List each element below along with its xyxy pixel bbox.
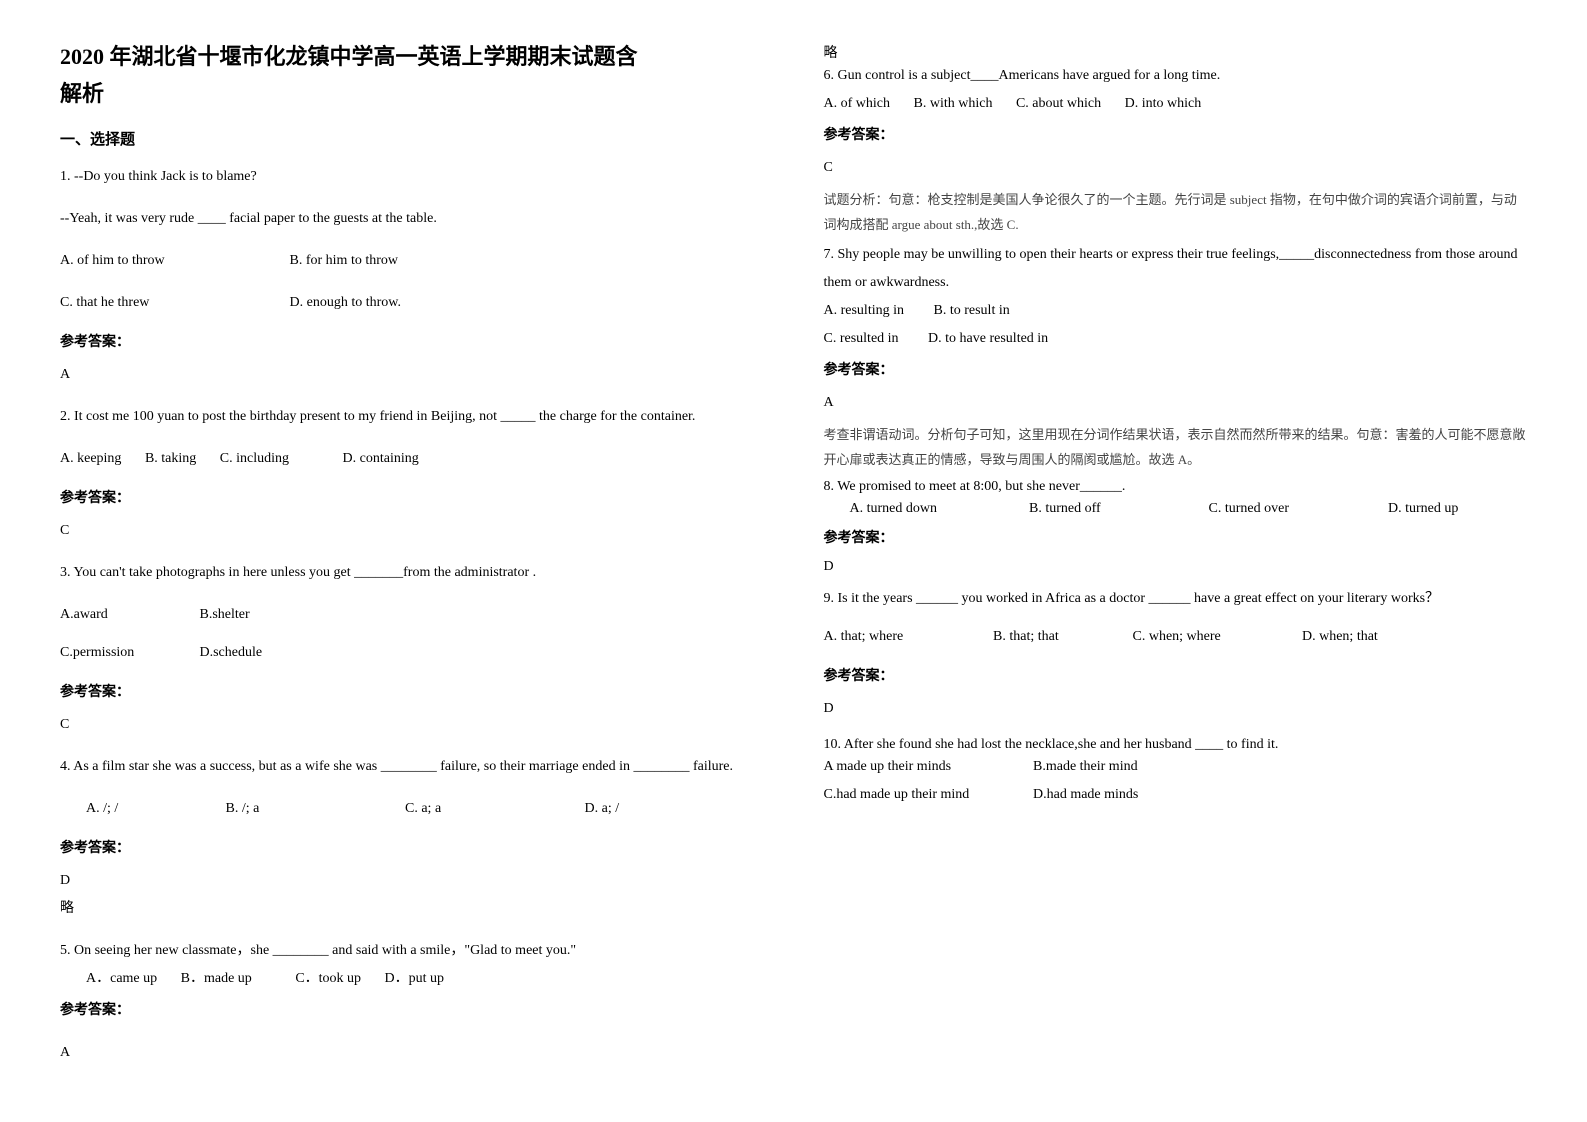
q9-answer-label: 参考答案： xyxy=(824,665,1528,685)
q1-stem-line2: --Yeah, it was very rude ____ facial pap… xyxy=(60,205,764,233)
q2-option-d: D. containing xyxy=(343,445,419,473)
q10-options-row1: A made up their minds B.made their mind xyxy=(824,753,1528,781)
q6-options: A. of which B. with which C. about which… xyxy=(824,90,1528,118)
q9-stem: 9. Is it the years ______ you worked in … xyxy=(824,585,1528,613)
q5-option-a: A．came up xyxy=(86,965,157,993)
q4-answer-value: D xyxy=(60,867,764,895)
q9-option-b: B. that; that xyxy=(993,623,1103,651)
q5-options: A．came up B．made up C．took up D．put up xyxy=(86,965,764,993)
q4-option-c: C. a; a xyxy=(405,795,555,823)
q8-option-c: C. turned over xyxy=(1209,495,1359,523)
q7-answer-label: 参考答案： xyxy=(824,359,1528,379)
q10-option-c: C.had made up their mind xyxy=(824,781,1004,809)
q9-options: A. that; where B. that; that C. when; wh… xyxy=(824,623,1528,651)
q3-options-row1: A.award B.shelter xyxy=(60,601,764,629)
q7-option-a: A. resulting in xyxy=(824,297,905,325)
q8-answer-label: 参考答案： xyxy=(824,527,1528,547)
q5-option-b: B．made up xyxy=(181,965,252,993)
q4-option-d: D. a; / xyxy=(585,795,620,823)
q3-stem: 3. You can't take photographs in here un… xyxy=(60,559,764,587)
q1-options-row1: A. of him to throw B. for him to throw xyxy=(60,247,764,275)
q7-options-row2: C. resulted in D. to have resulted in xyxy=(824,325,1528,353)
q3-answer-value: C xyxy=(60,711,764,739)
q10-stem: 10. After she found she had lost the nec… xyxy=(824,737,1528,753)
q1-options-row2: C. that he threw D. enough to throw. xyxy=(60,289,764,317)
q10-option-a: A made up their minds xyxy=(824,753,1004,781)
q2-options: A. keeping B. taking C. including D. con… xyxy=(60,445,764,473)
q5-answer-value: A xyxy=(60,1039,764,1067)
q3-option-c: C.permission xyxy=(60,639,170,667)
q1-option-d: D. enough to throw. xyxy=(290,289,401,317)
q9-option-d: D. when; that xyxy=(1302,623,1378,651)
q3-options-row2: C.permission D.schedule xyxy=(60,639,764,667)
q8-option-d: D. turned up xyxy=(1388,495,1458,523)
q7-option-b: B. to result in xyxy=(934,297,1010,325)
q2-answer-label: 参考答案： xyxy=(60,487,764,507)
q10-options-row2: C.had made up their mind D.had made mind… xyxy=(824,781,1528,809)
q8-options: A. turned down B. turned off C. turned o… xyxy=(850,495,1528,523)
q8-stem: 8. We promised to meet at 8:00, but she … xyxy=(824,479,1528,495)
q6-stem: 6. Gun control is a subject____Americans… xyxy=(824,68,1528,84)
q6-option-d: D. into which xyxy=(1125,90,1202,118)
question-3: 3. You can't take photographs in here un… xyxy=(60,559,764,587)
q4-note: 略 xyxy=(60,895,764,923)
q2-stem: 2. It cost me 100 yuan to post the birth… xyxy=(60,403,764,431)
q3-answer-label: 参考答案： xyxy=(60,681,764,701)
q5-option-d: D．put up xyxy=(385,965,445,993)
doc-title-line1: 2020 年湖北省十堰市化龙镇中学高一英语上学期期末试题含 xyxy=(60,40,764,73)
q4-answer-label: 参考答案： xyxy=(60,837,764,857)
q5-note: 略 xyxy=(824,40,1528,68)
q10-option-b: B.made their mind xyxy=(1033,753,1138,781)
q6-option-a: A. of which xyxy=(824,90,891,118)
q8-option-b: B. turned off xyxy=(1029,495,1179,523)
q2-option-c: C. including xyxy=(220,445,289,473)
q7-options-row1: A. resulting in B. to result in xyxy=(824,297,1528,325)
q3-option-b: B.shelter xyxy=(200,601,250,629)
question-4: 4. As a film star she was a success, but… xyxy=(60,753,764,781)
doc-title-line2: 解析 xyxy=(60,77,764,110)
question-1: 1. --Do you think Jack is to blame? xyxy=(60,163,764,191)
q9-option-a: A. that; where xyxy=(824,623,964,651)
q8-option-a: A. turned down xyxy=(850,495,1000,523)
q4-option-b: B. /; a xyxy=(226,795,376,823)
section-heading-1: 一、选择题 xyxy=(60,128,764,149)
q2-option-b: B. taking xyxy=(145,445,196,473)
q6-answer-value: C xyxy=(824,154,1528,182)
q9-answer-value: D xyxy=(824,695,1528,723)
q1-option-a: A. of him to throw xyxy=(60,247,260,275)
q4-option-a: A. /; / xyxy=(86,795,196,823)
q7-option-d: D. to have resulted in xyxy=(928,325,1048,353)
q1-answer-value: A xyxy=(60,361,764,389)
q7-option-c: C. resulted in xyxy=(824,325,899,353)
q6-option-c: C. about which xyxy=(1016,90,1101,118)
q5-answer-label: 参考答案： xyxy=(60,997,764,1025)
q9-option-c: C. when; where xyxy=(1133,623,1273,651)
q6-explain: 试题分析：句意：枪支控制是美国人争论很久了的一个主题。先行词是 subject … xyxy=(824,188,1528,237)
q1-answer-label: 参考答案： xyxy=(60,331,764,351)
q6-option-b: B. with which xyxy=(914,90,993,118)
q3-option-a: A.award xyxy=(60,601,170,629)
question-2: 2. It cost me 100 yuan to post the birth… xyxy=(60,403,764,431)
q1-option-b: B. for him to throw xyxy=(290,247,399,275)
q4-stem: 4. As a film star she was a success, but… xyxy=(60,753,764,781)
q1-option-c: C. that he threw xyxy=(60,289,260,317)
q10-option-d: D.had made minds xyxy=(1033,781,1138,809)
q7-explain: 考查非谓语动词。分析句子可知，这里用现在分词作结果状语，表示自然而然所带来的结果… xyxy=(824,423,1528,472)
q3-option-d: D.schedule xyxy=(200,639,263,667)
q5-stem: 5. On seeing her new classmate，she _____… xyxy=(60,937,764,965)
q7-stem: 7. Shy people may be unwilling to open t… xyxy=(824,241,1528,297)
question-5: 5. On seeing her new classmate，she _____… xyxy=(60,937,764,1025)
q5-option-c: C．took up xyxy=(295,965,361,993)
q6-answer-label: 参考答案： xyxy=(824,124,1528,144)
q1-stem-line1: 1. --Do you think Jack is to blame? xyxy=(60,163,764,191)
q2-answer-value: C xyxy=(60,517,764,545)
q2-option-a: A. keeping xyxy=(60,445,121,473)
q7-answer-value: A xyxy=(824,389,1528,417)
q8-answer-value: D xyxy=(824,553,1528,581)
q4-options: A. /; / B. /; a C. a; a D. a; / xyxy=(60,795,764,823)
